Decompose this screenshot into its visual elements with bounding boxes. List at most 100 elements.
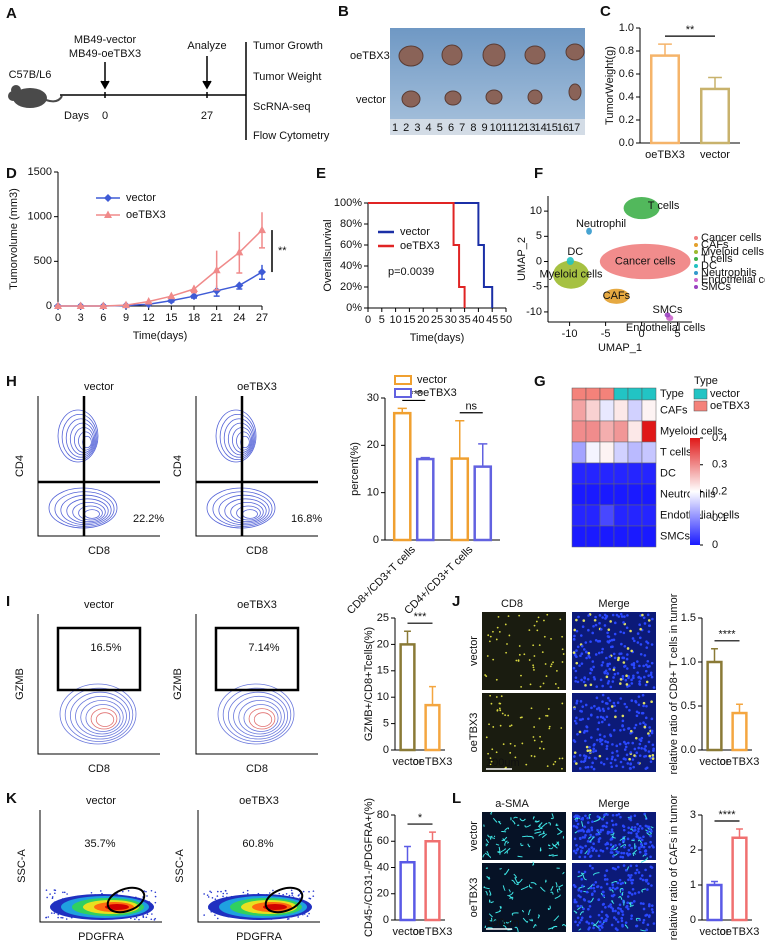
event	[151, 913, 153, 915]
event	[246, 892, 249, 895]
group: MB49-oeTBX3	[69, 48, 141, 60]
cell	[636, 660, 639, 663]
fiber	[574, 817, 579, 821]
flow-axes	[195, 396, 318, 537]
cell	[625, 683, 629, 686]
cell	[638, 847, 641, 851]
cell	[579, 700, 583, 703]
cell	[520, 685, 523, 688]
cell	[630, 846, 633, 850]
error-bar	[711, 648, 718, 662]
cell	[647, 674, 650, 677]
cell	[639, 902, 643, 905]
heat-cell	[641, 399, 657, 422]
cell	[487, 752, 489, 755]
cell	[611, 866, 615, 870]
cell	[630, 826, 634, 829]
event	[285, 893, 288, 895]
fiber	[624, 924, 629, 929]
fiber	[499, 867, 502, 870]
row-label: vector	[356, 94, 386, 106]
cell	[597, 898, 600, 902]
panel-letter: D	[6, 165, 17, 182]
cell	[647, 882, 650, 885]
cell	[608, 886, 612, 890]
cell	[632, 662, 636, 665]
cell	[630, 917, 633, 920]
cell	[631, 637, 635, 640]
cell	[585, 725, 588, 728]
y-tick-label: 1.5	[681, 612, 696, 624]
ruler-number: 3	[414, 122, 420, 134]
cell	[579, 889, 583, 893]
density	[263, 904, 287, 910]
cell	[615, 813, 619, 817]
fiber	[554, 894, 561, 899]
contour	[238, 700, 282, 735]
heat-cell	[613, 504, 629, 527]
marker	[76, 301, 85, 309]
heat-cell	[599, 504, 615, 527]
x-tick-label: vector	[700, 926, 730, 938]
x-tick-label: 0	[639, 328, 645, 340]
cell	[620, 916, 624, 920]
cell	[617, 615, 621, 618]
cell	[554, 760, 557, 763]
y-tick-label: 0.6	[619, 68, 634, 80]
cell	[648, 845, 651, 849]
cell	[607, 679, 611, 683]
cell	[650, 908, 654, 911]
cell	[650, 661, 654, 665]
type-cell	[585, 387, 601, 401]
contour	[233, 695, 285, 737]
cell	[611, 854, 615, 858]
fiber	[547, 905, 551, 911]
contour	[236, 431, 251, 451]
cell	[630, 873, 633, 877]
cell	[609, 733, 612, 737]
group: MB49-vector	[74, 34, 137, 46]
cell	[577, 870, 581, 874]
cell	[490, 760, 493, 763]
fiber	[527, 835, 534, 840]
colorbar-label: 0.4	[712, 432, 727, 444]
fiber	[490, 901, 494, 904]
fiber	[548, 822, 551, 826]
mouse-icon	[8, 85, 63, 108]
cell	[638, 742, 642, 746]
legend-label: vector	[400, 226, 430, 238]
x-tick-label: 24	[233, 312, 245, 324]
panel-letter: G	[534, 373, 546, 390]
heat-cell	[571, 399, 587, 422]
contour	[236, 505, 261, 521]
cell	[620, 919, 624, 923]
error-bar	[397, 407, 407, 414]
cell	[591, 866, 594, 870]
cell	[623, 615, 626, 618]
cell	[642, 701, 646, 705]
cell	[590, 706, 593, 710]
cell	[578, 855, 582, 859]
cell	[582, 619, 586, 622]
cell	[575, 716, 578, 720]
event	[100, 890, 102, 892]
cell	[610, 705, 614, 708]
event	[54, 889, 57, 892]
error-bar	[478, 443, 488, 467]
cell	[632, 676, 635, 680]
contour	[248, 708, 276, 730]
contour	[242, 509, 258, 519]
event	[121, 890, 124, 893]
gate	[214, 626, 300, 692]
cell	[619, 855, 623, 859]
gate-value: 16.5%	[90, 642, 121, 654]
panel-letter: A	[6, 5, 17, 22]
gate	[106, 886, 146, 914]
cell	[496, 709, 499, 712]
cell	[579, 851, 583, 854]
cell	[525, 763, 528, 766]
cell	[599, 740, 602, 743]
cell	[642, 616, 646, 620]
fiber	[578, 885, 586, 889]
cell	[574, 653, 577, 657]
